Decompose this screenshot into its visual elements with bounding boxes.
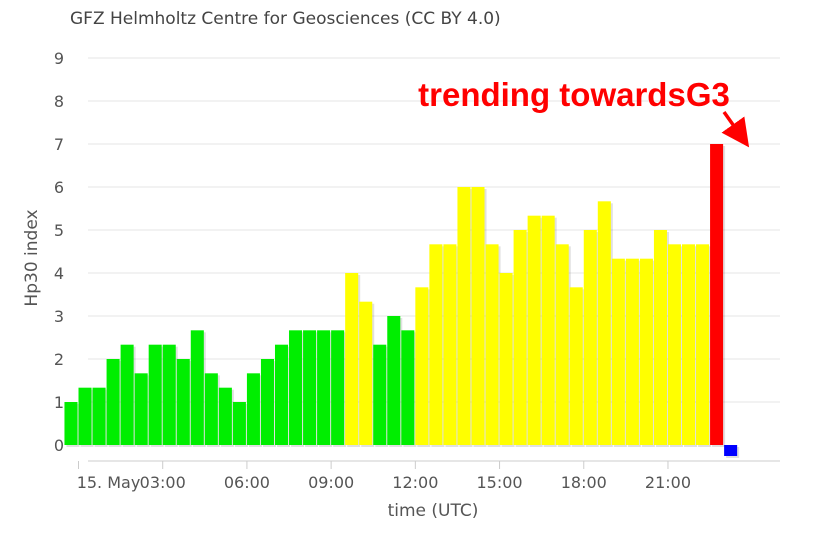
y-tick-label: 7 — [54, 135, 64, 154]
bar — [639, 258, 653, 445]
chart-credit: GFZ Helmholtz Centre for Geosciences (CC… — [70, 9, 501, 29]
y-tick-label: 1 — [54, 393, 64, 412]
x-tick-label: 12:00 — [392, 473, 438, 492]
bar — [134, 373, 148, 445]
bar — [289, 330, 303, 445]
bar — [401, 330, 415, 445]
bar — [218, 387, 232, 445]
bar — [64, 402, 78, 445]
y-tick-label: 4 — [54, 264, 64, 283]
x-tick-label: 06:00 — [224, 473, 270, 492]
x-axis: 15. May 03:00 06:00 09:00 12:00 15:00 18:00 21:… — [77, 460, 780, 492]
y-axis-ticks: 0 1 2 3 4 5 6 7 8 9 — [54, 49, 64, 455]
bar — [499, 273, 513, 445]
bar — [597, 201, 611, 445]
x-tick-label: 15:00 — [476, 473, 522, 492]
bar — [555, 244, 569, 445]
bar — [373, 344, 387, 445]
bar — [92, 387, 106, 445]
bar — [611, 258, 625, 445]
bar — [120, 344, 134, 445]
bar — [625, 258, 639, 445]
x-tick-label: 09:00 — [308, 473, 354, 492]
bar — [176, 359, 190, 445]
bar — [387, 316, 401, 445]
y-tick-label: 2 — [54, 350, 64, 369]
x-tick-label: 21:00 — [645, 473, 691, 492]
y-tick-label: 3 — [54, 307, 64, 326]
y-tick-label: 8 — [54, 92, 64, 111]
bar — [485, 244, 499, 445]
bar — [527, 215, 541, 445]
storm-annotation: trending towardsG3 — [418, 76, 730, 113]
bar — [583, 230, 597, 445]
bar — [274, 344, 289, 445]
bar — [724, 445, 738, 456]
bar — [106, 359, 120, 445]
x-tick-label: 15. May — [77, 473, 141, 492]
bar — [667, 244, 682, 445]
bar — [303, 330, 317, 445]
bar — [429, 244, 443, 445]
bar — [682, 244, 696, 445]
bar — [260, 359, 274, 445]
bar — [317, 330, 331, 445]
x-tick-label: 03:00 — [140, 473, 186, 492]
bar — [162, 344, 176, 445]
annotation-arrow — [721, 110, 750, 148]
bar — [232, 402, 246, 445]
bar — [246, 373, 260, 445]
bar — [443, 244, 457, 445]
bar — [569, 287, 583, 445]
x-axis-title: time (UTC) — [388, 501, 479, 521]
bar — [415, 287, 429, 445]
bar — [204, 373, 218, 445]
y-tick-label: 9 — [54, 49, 64, 68]
y-tick-label: 0 — [54, 436, 64, 455]
bar — [345, 273, 359, 445]
bar — [148, 344, 162, 445]
y-tick-label: 6 — [54, 178, 64, 197]
bar — [710, 144, 724, 445]
bars — [64, 144, 740, 458]
bar — [653, 230, 667, 445]
bar — [359, 301, 373, 445]
bar — [541, 215, 555, 445]
y-tick-label: 5 — [54, 221, 64, 240]
bar — [513, 230, 527, 445]
bar — [471, 187, 485, 445]
x-tick-label: 18:00 — [561, 473, 607, 492]
bar — [78, 387, 92, 445]
bar — [190, 330, 204, 445]
bar — [457, 187, 471, 445]
bar — [696, 244, 710, 445]
bar — [331, 330, 345, 445]
y-axis-title: Hp30 index — [22, 209, 42, 306]
